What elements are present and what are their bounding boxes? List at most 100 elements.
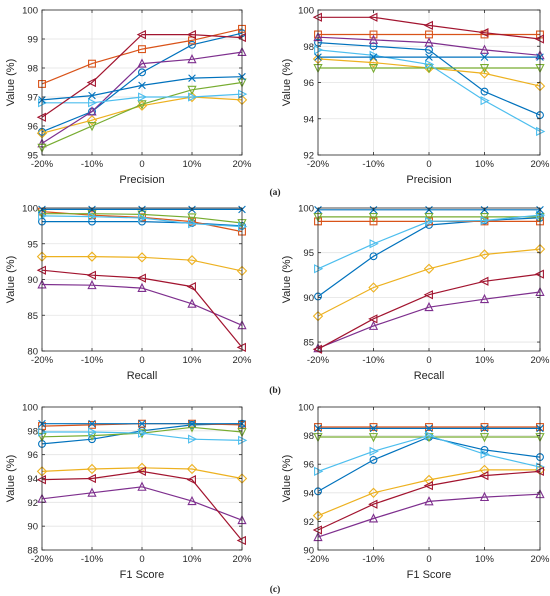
data-point — [479, 293, 490, 304]
y-tick-label: 92 — [27, 498, 38, 509]
series-line — [41, 283, 243, 326]
data-point — [368, 487, 379, 498]
data-point — [423, 481, 433, 491]
data-point — [138, 419, 146, 428]
x-tick-label: -10% — [362, 159, 385, 170]
x-axis-label: F1 Score — [120, 569, 165, 581]
series-line — [317, 42, 541, 116]
data-point — [137, 100, 147, 110]
data-point — [369, 446, 379, 456]
data-point — [188, 40, 196, 49]
data-point — [368, 57, 379, 68]
data-point — [188, 434, 198, 444]
data-point — [87, 487, 97, 497]
data-point — [368, 64, 379, 74]
series-line — [41, 32, 243, 133]
data-point — [479, 471, 489, 481]
series-line — [41, 28, 243, 85]
x-tick-label: 0 — [426, 355, 431, 366]
data-point — [88, 420, 96, 429]
data-point — [136, 100, 148, 111]
x-tick-label: 0 — [139, 159, 144, 170]
data-point — [136, 462, 148, 473]
series-line — [41, 269, 243, 348]
data-point — [480, 424, 489, 433]
data-point — [187, 298, 197, 308]
y-axis-label: Value (%) — [281, 455, 293, 502]
data-point — [424, 37, 434, 47]
chart-5: 88 90 92 94 96 98 100 -20% -10% 0 10% 20% F1 Score Va… — [5, 403, 252, 582]
data-point — [479, 64, 490, 74]
data-point — [479, 68, 490, 79]
data-point — [369, 239, 379, 249]
data-point — [369, 252, 378, 261]
data-point — [423, 290, 433, 300]
data-point — [479, 249, 490, 260]
series-4 — [37, 481, 247, 525]
chart-3: 80 85 90 95 100 -20% -10% 0 10% 20% Recall Value (%… — [5, 204, 252, 383]
data-point — [479, 276, 489, 286]
data-point — [87, 122, 97, 132]
x-axis-label: Recall — [127, 370, 158, 382]
x-tick-label: 10% — [475, 159, 495, 170]
data-point — [369, 53, 378, 61]
data-point — [88, 59, 96, 68]
data-point — [425, 216, 435, 227]
y-tick-label: 80 — [27, 347, 38, 358]
data-point — [369, 424, 378, 433]
series-line — [41, 470, 243, 541]
x-tick-label: -20% — [31, 355, 54, 366]
y-tick-label: 95 — [27, 239, 38, 250]
x-tick-label: 20% — [232, 554, 252, 565]
data-point — [86, 115, 98, 126]
y-tick-label: 94 — [303, 114, 314, 125]
y-tick-label: 100 — [298, 6, 314, 17]
data-point — [423, 20, 433, 31]
x-axis-label: Recall — [414, 370, 445, 382]
data-point — [368, 499, 378, 509]
y-tick-label: 98 — [303, 431, 314, 442]
series-line — [318, 16, 541, 40]
data-point — [138, 81, 146, 90]
data-point — [368, 12, 378, 22]
data-point — [187, 85, 197, 96]
x-tick-label: 0 — [426, 159, 431, 170]
x-tick-label: -20% — [307, 554, 330, 565]
data-point — [368, 282, 379, 293]
data-point — [425, 59, 435, 70]
data-point — [186, 30, 196, 40]
data-point — [86, 77, 96, 88]
data-point — [186, 282, 196, 292]
y-tick-label: 95 — [27, 151, 38, 162]
chart-6: 90 92 94 96 98 100 -20% -10% 0 10% 20% F1 Score Valu… — [281, 403, 550, 582]
data-point — [369, 30, 378, 39]
data-point — [138, 213, 148, 223]
data-point — [138, 68, 146, 77]
series-line — [317, 469, 540, 517]
chart-2: 92 94 96 98 100 -20% -10% 0 10% 20% Precision Value… — [281, 6, 550, 187]
series-8 — [38, 419, 246, 428]
x-tick-label: 10% — [475, 355, 495, 366]
data-point — [88, 98, 98, 108]
y-tick-label: 92 — [303, 151, 314, 162]
x-axis-label: F1 Score — [407, 569, 452, 581]
y-axis-label: Value (%) — [281, 256, 293, 303]
series-line — [317, 434, 541, 472]
data-point — [479, 44, 490, 54]
data-point — [479, 433, 490, 443]
series-line — [317, 248, 541, 317]
plots: 95 96 97 98 99 100 -20% -10% 0 10% 20% Precision Val… — [5, 6, 550, 582]
series-line — [42, 431, 243, 441]
data-point — [425, 423, 433, 431]
x-tick-label: -20% — [31, 159, 54, 170]
data-point — [368, 513, 379, 523]
series-line — [317, 49, 541, 132]
series-8 — [38, 72, 246, 104]
series-line — [41, 51, 243, 144]
x-tick-label: 10% — [475, 554, 495, 565]
y-tick-label: 98 — [27, 64, 38, 75]
x-tick-label: 10% — [182, 554, 202, 565]
data-point — [187, 213, 197, 223]
series-line — [41, 215, 243, 228]
